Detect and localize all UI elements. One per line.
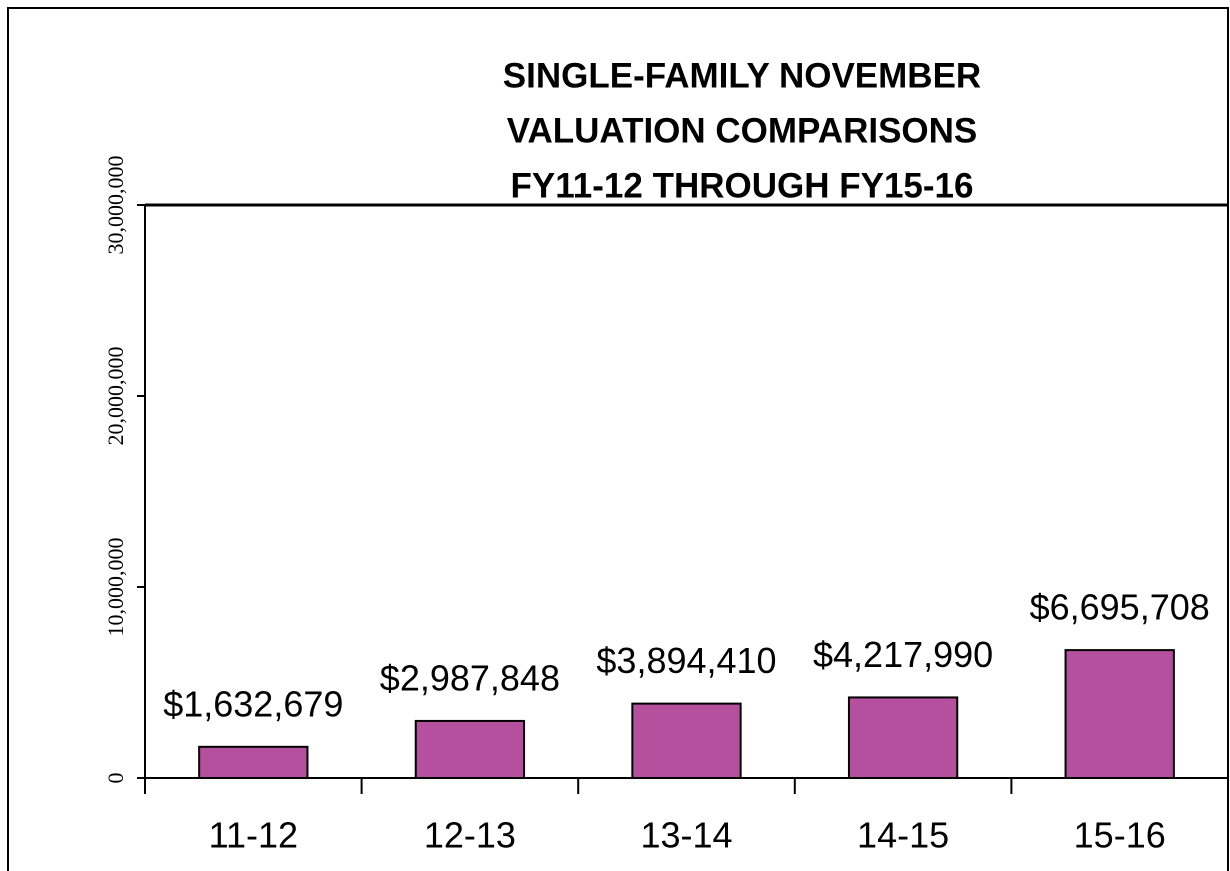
x-tick-label: 12-13 xyxy=(424,815,516,856)
chart-title: FY11-12 THROUGH FY15-16 xyxy=(511,166,974,205)
y-tick-label: 0 xyxy=(103,773,128,784)
data-label: $4,217,990 xyxy=(813,634,993,675)
y-tick-label: 20,000,000 xyxy=(103,347,128,446)
x-tick-label: 11-12 xyxy=(209,815,298,856)
bar xyxy=(198,745,309,780)
y-tick-label: 10,000,000 xyxy=(103,538,128,637)
x-tick-label: 13-14 xyxy=(640,815,732,856)
bar xyxy=(414,719,526,780)
data-label: $3,894,410 xyxy=(596,640,776,681)
x-tick-label: 15-16 xyxy=(1074,815,1166,856)
x-tick-label: 14-15 xyxy=(857,815,949,856)
data-label: $1,632,679 xyxy=(163,683,343,724)
chart-title: VALUATION COMPARISONS xyxy=(507,111,978,150)
bar xyxy=(1064,649,1175,780)
data-label: $6,695,708 xyxy=(1030,587,1210,628)
chart-border xyxy=(7,7,1229,871)
chart-title: SINGLE-FAMILY NOVEMBER xyxy=(503,56,981,95)
y-tick-label: 30,000,000 xyxy=(103,156,128,255)
bar xyxy=(631,702,742,779)
bar xyxy=(847,696,959,780)
data-label: $2,987,848 xyxy=(380,657,560,698)
